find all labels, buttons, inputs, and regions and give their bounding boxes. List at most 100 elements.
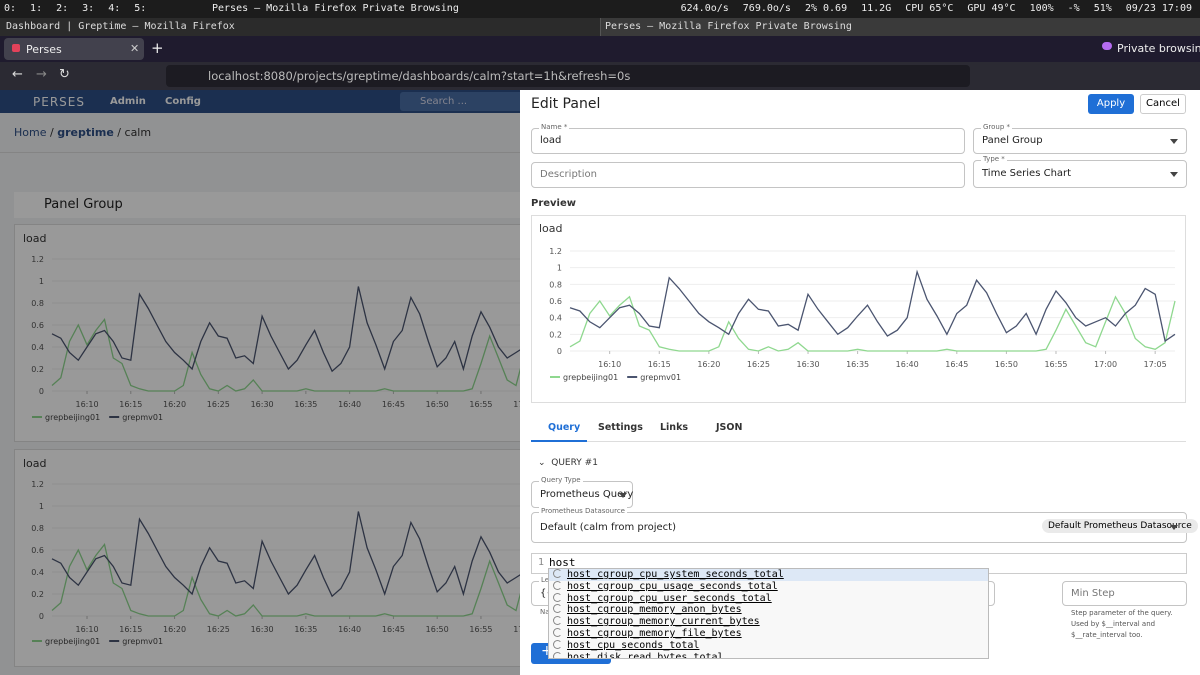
overlay[interactable] [0, 90, 520, 675]
x-tick-label: 16:45 [382, 625, 405, 634]
panel: load [14, 224, 536, 442]
stats: 624.0o/s 769.0o/s 2% 0.69 11.2G CPU 65°C GPU … [667, 3, 1192, 14]
x-tick-label: 16:55 [469, 400, 492, 409]
group-header[interactable]: Panel Group [14, 192, 520, 218]
suggestion[interactable]: host_cgroup_memory_current_bytes [549, 616, 988, 628]
title-row: Dashboard | Greptime — Mozilla Firefox P… [0, 18, 1200, 36]
x-tick-label: 16:40 [338, 400, 361, 409]
suggestion-icon [553, 627, 562, 637]
cancel-button[interactable]: Cancel [1140, 94, 1186, 114]
tab[interactable]: Settings [598, 422, 643, 433]
y-tick-label: 0.2 [549, 330, 562, 339]
x-tick-label: 16:40 [338, 625, 361, 634]
workspace[interactable]: 0: [4, 3, 17, 14]
x-tick-label: 16:35 [846, 360, 869, 369]
preview-label: Preview [531, 198, 577, 209]
series-line [569, 295, 1176, 352]
field-label: Le [539, 576, 552, 584]
y-tick-label: 0.4 [549, 314, 562, 323]
crumb[interactable]: Home [14, 126, 47, 139]
suggestion[interactable]: host_cgroup_memory_file_bytes [549, 627, 988, 640]
workspace[interactable]: 2: [56, 3, 69, 14]
datasource-select[interactable]: Prometheus Datasource Default (calm from … [531, 507, 1198, 543]
tab[interactable]: Query [548, 422, 581, 433]
caret [1170, 172, 1178, 177]
y-tick-label: 0.8 [549, 280, 562, 289]
suggestion[interactable]: host_cgroup_cpu_system_seconds_total [549, 569, 988, 581]
x-tick-label: 16:10 [75, 625, 98, 634]
forward[interactable]: → [36, 67, 47, 82]
name-field[interactable]: Name * load [531, 123, 965, 154]
series-line [51, 286, 587, 380]
tab-close[interactable]: ✕ [130, 42, 140, 55]
stat: 11.2G [861, 3, 892, 14]
tab[interactable]: Links [660, 422, 689, 433]
reload[interactable]: ↻ [59, 67, 70, 82]
sep: / [49, 126, 54, 139]
description-field[interactable]: Description [531, 162, 965, 188]
suggestion-text: host_cpu_seconds_total [567, 639, 700, 651]
suggestion[interactable]: host_cpu_seconds_total [549, 639, 988, 652]
datasource-chip: Default Prometheus Datasource [1042, 519, 1198, 533]
suggestion[interactable]: host_cgroup_memory_anon_bytes [549, 604, 988, 616]
y-tick-label: 0 [39, 387, 44, 396]
crumb[interactable]: greptime [57, 126, 114, 139]
suggestion-text: host_cgroup_cpu_user_seconds_total [567, 592, 772, 604]
suggestion-icon [553, 592, 562, 602]
x-tick-label: 16:30 [797, 360, 820, 369]
suggestion[interactable]: host_cgroup_cpu_usage_seconds_total [549, 580, 988, 593]
y-tick-label: 0.4 [31, 568, 44, 577]
x-tick-label: 16:50 [995, 360, 1018, 369]
stat: 2% 0.69 [804, 3, 848, 14]
x-tick-label: 16:55 [1044, 360, 1067, 369]
suggestion[interactable]: host_disk_read_bytes_total [549, 651, 988, 658]
tab[interactable]: Perses ✕ [4, 38, 144, 60]
group-select[interactable]: Group * Panel Group [973, 123, 1187, 154]
window-title: Perses — Mozilla Firefox Private Browsin… [605, 21, 852, 32]
tab-bar: Perses ✕ + Private browsing [0, 36, 1200, 62]
tab[interactable]: JSON [716, 422, 743, 433]
url-bar[interactable]: localhost:8080/projects/greptime/dashboa… [166, 65, 970, 87]
apply-button[interactable]: Apply [1088, 94, 1134, 114]
back[interactable]: ← [12, 67, 23, 82]
suggestion-text: host_cgroup_cpu_system_seconds_total [567, 569, 784, 580]
drawer: Edit Panel Apply Cancel Name * load Group… [520, 90, 1200, 675]
legend-label: grepmv01 [122, 413, 163, 422]
workspace[interactable]: 5: [134, 3, 147, 14]
y-tick-label: 1 [39, 277, 44, 286]
suggestion-text: host_cgroup_memory_anon_bytes [567, 604, 742, 616]
x-tick-label: 17:05 [1144, 360, 1167, 369]
x-tick-label: 16:25 [747, 360, 770, 369]
workspace[interactable]: 1: [30, 3, 43, 14]
suggestion-icon [553, 580, 562, 590]
field-value: Panel Group [982, 135, 1043, 146]
type-select[interactable]: Type * Time Series Chart [973, 155, 1187, 188]
stat: GPU 49°C [967, 3, 1016, 14]
x-tick-label: 17:00 [1094, 360, 1117, 369]
suggestion[interactable]: host_cgroup_cpu_user_seconds_total [549, 592, 988, 605]
query-header[interactable]: ⌄ QUERY #1 [538, 458, 598, 468]
workspace[interactable]: 4: [108, 3, 121, 14]
x-tick-label: 16:50 [426, 625, 449, 634]
preview-chart: 0 0.2 0.4 0.6 0.8 1 1.2 16:10 16:15 16:20 16:25 16:… [549, 247, 1176, 382]
stat: 100% [1029, 3, 1054, 14]
y-tick-label: 0.6 [31, 546, 44, 555]
suggestion-icon [553, 616, 562, 626]
x-tick-label: 16:30 [251, 400, 274, 409]
x-tick-label: 16:20 [697, 360, 720, 369]
workspace[interactable]: 3: [82, 3, 95, 14]
sep: / [117, 126, 122, 139]
x-tick-label: 16:20 [163, 400, 186, 409]
brand[interactable]: PERSES [33, 95, 85, 109]
query-type-select[interactable]: Query Type Prometheus Query [531, 476, 633, 508]
nav-config[interactable]: Config [165, 96, 201, 107]
field-value: load [540, 135, 562, 146]
y-tick-label: 0.4 [31, 343, 44, 352]
y-tick-label: 0.6 [549, 297, 562, 306]
tab-title: Perses [26, 43, 62, 56]
tab-strip [531, 415, 1186, 442]
nav-admin[interactable]: Admin [110, 96, 146, 107]
new-tab[interactable]: + [151, 39, 164, 57]
stat: CPU 65°C [905, 3, 954, 14]
min-step-field[interactable]: Min Step [1062, 581, 1187, 606]
